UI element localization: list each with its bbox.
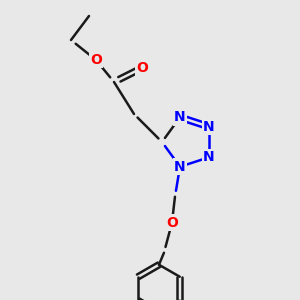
Text: O: O [90,53,102,67]
Text: O: O [136,61,148,75]
Text: O: O [166,216,178,230]
Text: N: N [203,150,215,164]
Text: N: N [174,110,186,124]
Text: N: N [203,120,215,134]
Text: N: N [174,160,186,174]
